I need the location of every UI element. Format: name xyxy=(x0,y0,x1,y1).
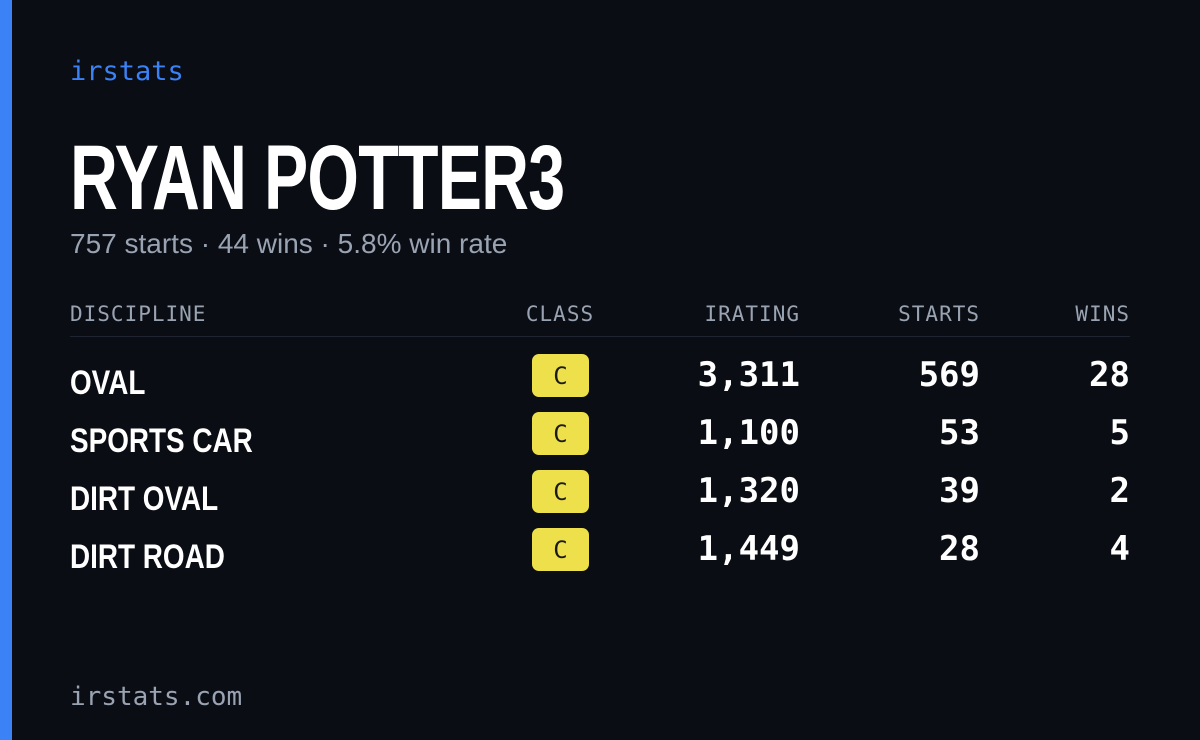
class-badge: C xyxy=(532,470,589,513)
column-header: CLASS xyxy=(525,302,595,326)
column-header: IRATING xyxy=(704,302,800,326)
stat-value: 39 xyxy=(939,471,980,511)
class-badge: C xyxy=(532,412,589,455)
column-header: STARTS xyxy=(898,302,980,326)
header-rule xyxy=(70,336,1130,337)
column-header: DISCIPLINE xyxy=(70,302,207,326)
accent-bar xyxy=(0,0,12,740)
discipline: SPORTS CAR xyxy=(70,422,253,460)
class-badge: C xyxy=(532,354,589,397)
footer: irstats.com xyxy=(70,682,243,712)
stat-value: 1,449 xyxy=(697,529,800,569)
column-header: WINS xyxy=(1075,302,1130,326)
stat-value: 2 xyxy=(1109,471,1130,511)
stat-value: 4 xyxy=(1109,529,1130,569)
stat-value: 1,320 xyxy=(697,471,800,511)
stat-value: 5 xyxy=(1109,413,1130,453)
stat-value: 28 xyxy=(939,529,980,569)
discipline: DIRT OVAL xyxy=(70,480,219,518)
subtitle: 757 starts · 44 wins · 5.8% win rate xyxy=(70,228,508,259)
title: RYAN POTTER3 xyxy=(70,127,565,229)
stat-value: 53 xyxy=(939,413,980,453)
stat-value: 1,100 xyxy=(697,413,800,453)
discipline: DIRT ROAD xyxy=(70,538,225,576)
stat-value: 569 xyxy=(918,355,980,395)
brand: irstats xyxy=(70,56,184,87)
class-badge: C xyxy=(532,528,589,571)
stat-value: 28 xyxy=(1089,355,1130,395)
discipline: OVAL xyxy=(70,364,146,402)
stat-value: 3,311 xyxy=(697,355,800,395)
